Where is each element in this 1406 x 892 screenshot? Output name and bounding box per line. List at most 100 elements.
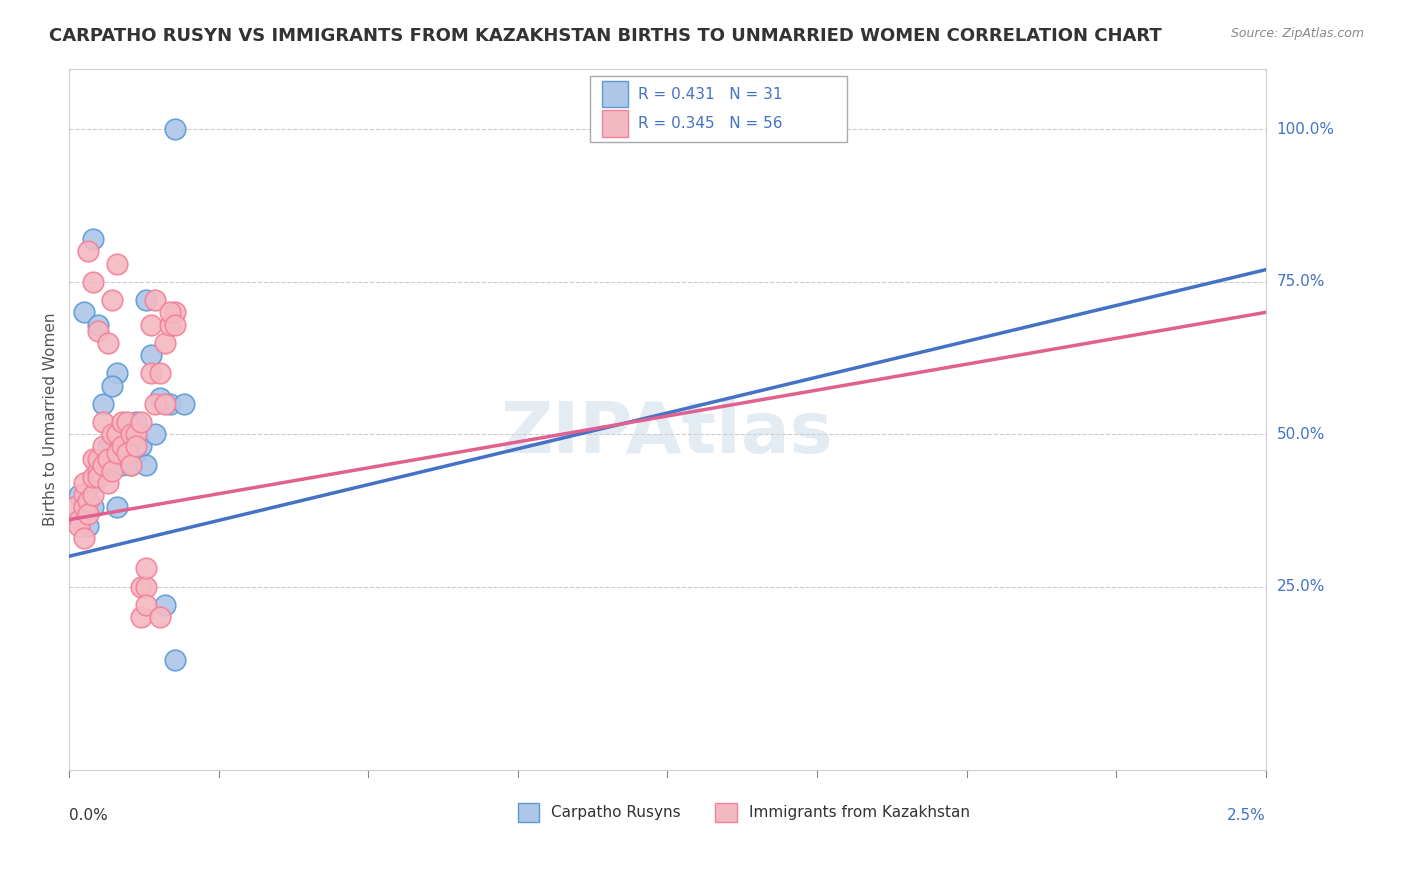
Point	[145, 293, 167, 308]
Point	[72, 500, 94, 515]
Point	[101, 378, 124, 392]
Text: CARPATHO RUSYN VS IMMIGRANTS FROM KAZAKHSTAN BIRTHS TO UNMARRIED WOMEN CORRELATI: CARPATHO RUSYN VS IMMIGRANTS FROM KAZAKH…	[49, 27, 1161, 45]
Point	[111, 415, 134, 429]
Point	[129, 440, 152, 454]
Point	[120, 458, 142, 472]
Point	[105, 445, 128, 459]
Point	[163, 318, 186, 332]
Point	[87, 324, 110, 338]
Point	[120, 458, 142, 472]
Point	[72, 476, 94, 491]
Point	[129, 415, 152, 429]
Point	[105, 367, 128, 381]
Text: 50.0%: 50.0%	[1277, 426, 1324, 442]
Point	[72, 488, 94, 502]
Point	[63, 500, 86, 515]
Point	[125, 415, 148, 429]
Point	[82, 500, 104, 515]
Point	[159, 318, 181, 332]
Point	[145, 397, 167, 411]
Point	[173, 397, 195, 411]
Point	[120, 427, 142, 442]
Point	[120, 427, 142, 442]
Point	[139, 348, 162, 362]
Text: 0.0%: 0.0%	[69, 808, 108, 823]
Point	[129, 580, 152, 594]
Point	[77, 507, 100, 521]
Point	[105, 427, 128, 442]
Point	[72, 500, 94, 515]
Point	[87, 318, 110, 332]
Point	[72, 531, 94, 545]
Text: Source: ZipAtlas.com: Source: ZipAtlas.com	[1230, 27, 1364, 40]
Point	[139, 367, 162, 381]
Y-axis label: Births to Unmarried Women: Births to Unmarried Women	[44, 312, 58, 525]
Point	[82, 232, 104, 246]
Bar	[602, 111, 628, 136]
Point	[159, 305, 181, 319]
Point	[153, 598, 176, 612]
Point	[115, 440, 138, 454]
Bar	[716, 803, 737, 822]
Point	[125, 445, 148, 459]
Point	[87, 451, 110, 466]
Text: 75.0%: 75.0%	[1277, 275, 1324, 289]
Point	[91, 458, 114, 472]
Point	[135, 580, 157, 594]
Point	[125, 440, 148, 454]
Text: 100.0%: 100.0%	[1277, 122, 1334, 137]
Point	[135, 561, 157, 575]
Point	[115, 415, 138, 429]
Text: Immigrants from Kazakhstan: Immigrants from Kazakhstan	[749, 805, 970, 820]
Point	[77, 244, 100, 259]
Text: R = 0.345   N = 56: R = 0.345 N = 56	[637, 116, 782, 131]
Text: 2.5%: 2.5%	[1227, 808, 1265, 823]
Bar	[589, 76, 846, 142]
Point	[139, 318, 162, 332]
Point	[135, 598, 157, 612]
Bar	[602, 81, 628, 108]
Point	[96, 451, 118, 466]
Point	[149, 367, 172, 381]
Point	[105, 257, 128, 271]
Point	[82, 451, 104, 466]
Point	[129, 610, 152, 624]
Point	[96, 335, 118, 350]
Point	[82, 275, 104, 289]
Point	[96, 476, 118, 491]
Point	[91, 397, 114, 411]
Point	[135, 293, 157, 308]
Point	[91, 415, 114, 429]
Point	[96, 440, 118, 454]
Point	[111, 440, 134, 454]
Text: 25.0%: 25.0%	[1277, 579, 1324, 594]
Point	[149, 391, 172, 405]
Point	[87, 470, 110, 484]
Point	[125, 427, 148, 442]
Point	[91, 440, 114, 454]
Point	[72, 305, 94, 319]
Point	[105, 500, 128, 515]
Point	[163, 305, 186, 319]
Point	[111, 458, 134, 472]
Point	[67, 488, 90, 502]
Point	[153, 397, 176, 411]
Point	[82, 476, 104, 491]
Point	[159, 397, 181, 411]
Point	[101, 464, 124, 478]
Point	[87, 458, 110, 472]
Bar	[517, 803, 540, 822]
Point	[145, 427, 167, 442]
Text: R = 0.431   N = 31: R = 0.431 N = 31	[637, 87, 782, 102]
Point	[163, 122, 186, 136]
Point	[67, 518, 90, 533]
Point	[87, 464, 110, 478]
Text: ZIPAtlas: ZIPAtlas	[501, 399, 834, 467]
Point	[135, 458, 157, 472]
Point	[149, 610, 172, 624]
Point	[77, 494, 100, 508]
Text: Carpatho Rusyns: Carpatho Rusyns	[551, 805, 681, 820]
Point	[115, 445, 138, 459]
Point	[82, 470, 104, 484]
Point	[101, 293, 124, 308]
